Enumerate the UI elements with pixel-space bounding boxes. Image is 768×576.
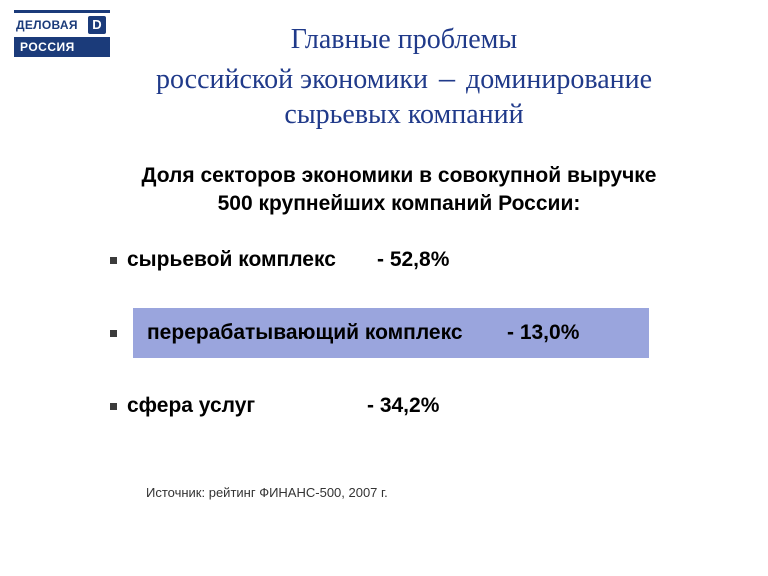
sector-value: - 52,8% <box>377 248 449 272</box>
bullet-icon <box>110 403 117 410</box>
bullet-icon <box>110 257 117 264</box>
sector-row-services: сфера услуг - 34,2% <box>110 394 688 418</box>
bullet-icon <box>110 330 117 337</box>
source-footnote: Источник: рейтинг ФИНАНС-500, 2007 г. <box>146 485 388 500</box>
slide: ДЕЛОВАЯ D РОССИЯ Главные проблемы россий… <box>0 0 768 576</box>
sector-value: - 34,2% <box>367 394 439 418</box>
title-line-3: сырьевых компаний <box>80 97 728 132</box>
title-line-2: российской экономики – доминирование <box>80 57 728 97</box>
sector-row-raw: сырьевой комплекс - 52,8% <box>110 248 688 272</box>
sector-value: - 13,0% <box>507 321 579 345</box>
title-line-2a: российской экономики <box>156 64 428 95</box>
slide-subtitle: Доля секторов экономики в совокупной выр… <box>110 162 688 219</box>
title-line-1: Главные проблемы <box>80 22 728 57</box>
title-dash: – <box>435 59 459 95</box>
sector-label: сфера услуг <box>127 394 367 418</box>
logo-word-1: ДЕЛОВАЯ <box>16 18 78 32</box>
subtitle-line-2: 500 крупнейших компаний России: <box>110 190 688 218</box>
title-line-2b: доминирование <box>466 64 652 95</box>
slide-title: Главные проблемы российской экономики – … <box>80 22 728 132</box>
sector-row-processing: перерабатывающий комплекс - 13,0% <box>110 308 688 358</box>
highlight-box: перерабатывающий комплекс - 13,0% <box>133 308 649 358</box>
subtitle-line-1: Доля секторов экономики в совокупной выр… <box>110 162 688 190</box>
sector-label: сырьевой комплекс <box>127 248 377 272</box>
sector-label: перерабатывающий комплекс <box>147 321 507 345</box>
